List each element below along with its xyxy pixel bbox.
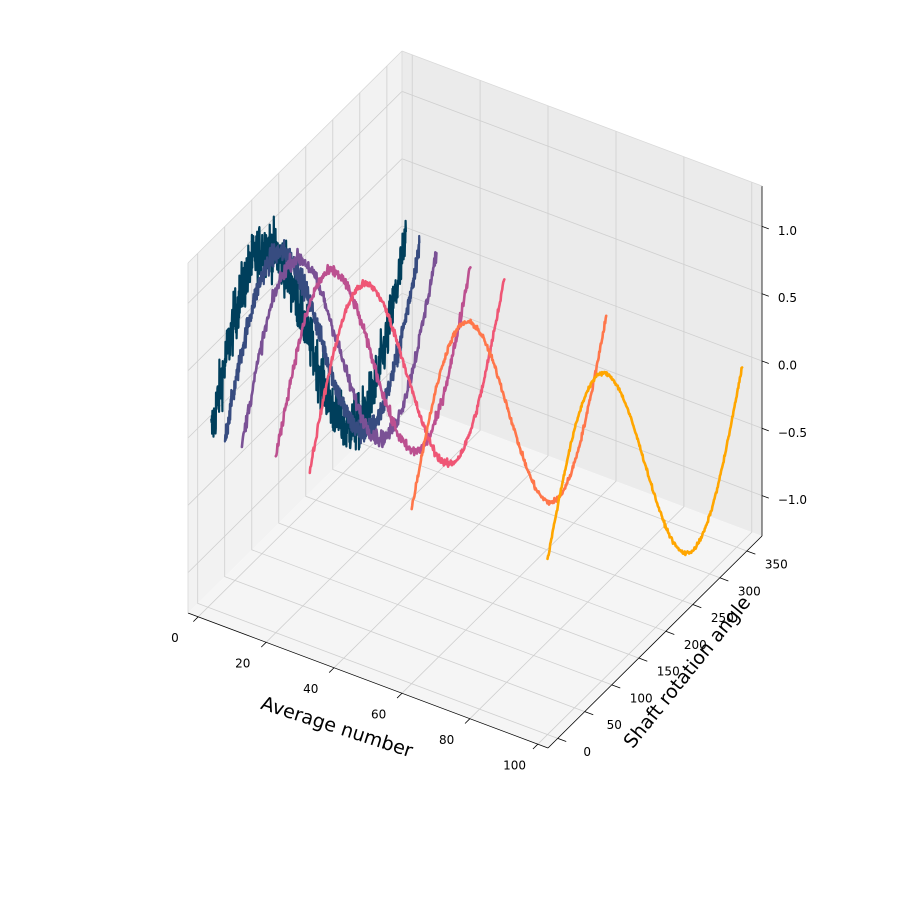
y-tick: [638, 657, 648, 662]
y-tick: [692, 604, 702, 609]
x-tick-label: 0: [171, 631, 179, 645]
pane-floor: [188, 401, 762, 748]
z-tick: [761, 293, 769, 297]
x-tick: [532, 743, 539, 750]
grid-line-x: [469, 156, 685, 719]
x-axis-label: Average number: [258, 692, 415, 762]
z-tick: [761, 495, 769, 499]
series-line-2: [223, 234, 421, 445]
series-line-5: [308, 278, 506, 475]
y-tick-label: 50: [607, 718, 622, 732]
x-tick-label: 80: [439, 733, 454, 747]
y-tick: [611, 684, 621, 689]
z-tick-label: 0.0: [778, 358, 797, 372]
y-tick: [584, 711, 594, 716]
grid-line-y: [386, 66, 748, 552]
y-tick-label: 350: [765, 558, 788, 572]
x-tick: [328, 667, 335, 673]
x-axis-line: [187, 612, 549, 749]
grid-line-x: [537, 182, 753, 745]
x-tick: [260, 642, 267, 648]
series-line-1: [210, 215, 407, 451]
y-tick-label: 0: [583, 745, 591, 759]
tick-labels: 0 20 40 60 80 100 0 50 100 150 200 250 300 350 −1.0 −0.…: [171, 224, 807, 772]
z-tick-label: 1.0: [778, 224, 797, 238]
x-tick-label: 100: [503, 758, 526, 772]
series-line-3: [240, 247, 438, 449]
y-tick-label: 200: [684, 638, 707, 652]
grid-line-x: [197, 54, 413, 618]
y-tick: [719, 577, 729, 582]
grid-line-y: [197, 253, 558, 739]
series-line-7: [546, 366, 744, 561]
y-tick-label: 300: [738, 584, 761, 598]
y-tick: [665, 630, 675, 635]
x-tick: [396, 692, 403, 699]
grid-line-y: [332, 119, 693, 605]
x-tick-label: 20: [235, 656, 250, 670]
y-tick-label: 150: [657, 665, 680, 679]
grid-line-x: [401, 131, 617, 694]
series-line-6: [410, 314, 608, 511]
x-tick: [464, 718, 471, 724]
x-tick-label: 40: [303, 682, 318, 696]
x-tick-label: 60: [371, 707, 386, 721]
series-line-4: [274, 263, 472, 458]
pane-edge: [401, 50, 763, 187]
z-tick: [761, 427, 769, 432]
pane-edge: [187, 50, 403, 264]
series-group: [210, 215, 744, 561]
tick-marks: [193, 226, 769, 750]
grid-line-x: [265, 80, 481, 643]
grid-line-x: [333, 105, 549, 669]
z-tick-label: 0.5: [778, 291, 797, 305]
z-tick-label: −1.0: [778, 493, 807, 507]
axis-panes: [188, 51, 762, 748]
y-axis-line: [547, 535, 763, 749]
y-tick: [557, 737, 567, 742]
y-tick-label: 100: [630, 691, 653, 705]
x-tick: [193, 616, 199, 622]
grid-line-y: [278, 173, 639, 659]
z-tick: [761, 360, 769, 364]
y-tick-label: 250: [711, 611, 734, 625]
z-tick-label: −0.5: [778, 426, 807, 440]
z-tick: [761, 226, 769, 230]
y-tick: [746, 550, 756, 555]
